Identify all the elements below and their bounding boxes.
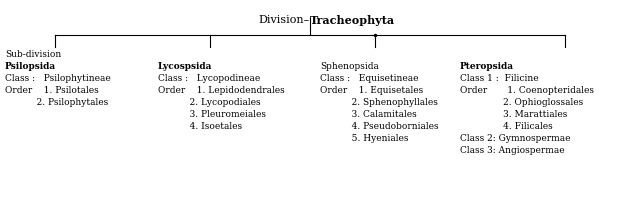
Text: Division–: Division– (259, 15, 310, 25)
Text: Order       1. Coenopteridales: Order 1. Coenopteridales (460, 86, 594, 95)
Text: 4. Isoetales: 4. Isoetales (158, 122, 242, 131)
Text: Class 3: Angiospermae: Class 3: Angiospermae (460, 146, 564, 155)
Text: 3. Pleuromeiales: 3. Pleuromeiales (158, 110, 266, 119)
Text: Class 2: Gymnospermae: Class 2: Gymnospermae (460, 134, 571, 143)
Text: 4. Pseudoborniales: 4. Pseudoborniales (320, 122, 438, 131)
Text: 2. Psilophytales: 2. Psilophytales (5, 98, 108, 107)
Text: Order    1. Lepidodendrales: Order 1. Lepidodendrales (158, 86, 285, 95)
Text: Class :   Psilophytineae: Class : Psilophytineae (5, 74, 111, 83)
Text: Sphenopsida: Sphenopsida (320, 62, 379, 71)
Text: Order    1. Equisetales: Order 1. Equisetales (320, 86, 424, 95)
Text: 2. Lycopodiales: 2. Lycopodiales (158, 98, 261, 107)
Text: 2. Sphenophyllales: 2. Sphenophyllales (320, 98, 438, 107)
Text: 5. Hyeniales: 5. Hyeniales (320, 134, 409, 143)
Text: Class :   Lycopodineae: Class : Lycopodineae (158, 74, 260, 83)
Text: Sub-division: Sub-division (5, 50, 61, 59)
Text: Class :   Equisetineae: Class : Equisetineae (320, 74, 419, 83)
Text: 4. Filicales: 4. Filicales (460, 122, 553, 131)
Text: 2. Ophioglossales: 2. Ophioglossales (460, 98, 583, 107)
Text: 3. Marattiales: 3. Marattiales (460, 110, 568, 119)
Text: Pteropsida: Pteropsida (460, 62, 514, 71)
Text: Order    1. Psilotales: Order 1. Psilotales (5, 86, 99, 95)
Text: Lycospsida: Lycospsida (158, 62, 212, 71)
Text: Psilopsida: Psilopsida (5, 62, 56, 71)
Text: 3. Calamitales: 3. Calamitales (320, 110, 417, 119)
Text: Class 1 :  Filicine: Class 1 : Filicine (460, 74, 538, 83)
Text: Tracheophyta: Tracheophyta (310, 15, 395, 26)
